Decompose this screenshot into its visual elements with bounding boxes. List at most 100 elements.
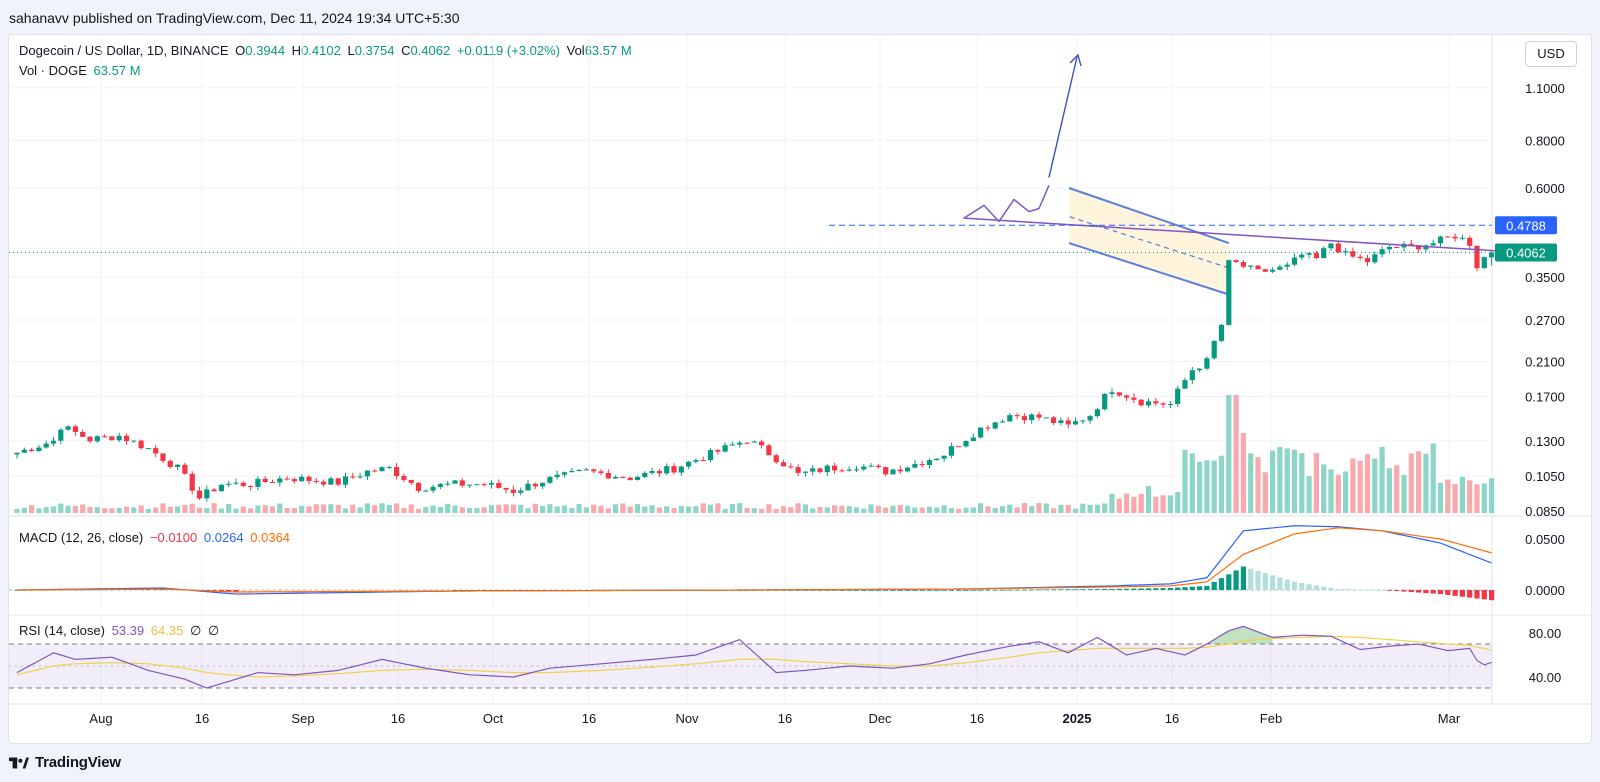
volume-bar bbox=[970, 507, 976, 513]
macd-hist-bar bbox=[1226, 574, 1232, 590]
candle-body bbox=[656, 471, 662, 474]
chart-frame[interactable]: USD Dogecoin / US Dollar, 1D, BINANCE O0… bbox=[8, 34, 1592, 744]
candle-body bbox=[700, 460, 706, 462]
candle-body bbox=[1408, 243, 1414, 246]
macd-hist-bar bbox=[1372, 589, 1378, 591]
macd-hist-bar bbox=[1145, 588, 1152, 590]
volume-bar bbox=[131, 507, 137, 513]
candle-body bbox=[131, 440, 137, 442]
volume-bar bbox=[29, 505, 35, 513]
macd-hist-bar bbox=[291, 590, 297, 592]
volume-bar bbox=[518, 504, 524, 513]
volume-bar bbox=[1036, 503, 1042, 513]
volume-bar bbox=[1270, 450, 1276, 513]
candle-body bbox=[963, 441, 969, 447]
candle-body bbox=[1467, 237, 1473, 246]
candle-body bbox=[467, 484, 473, 486]
candle-body bbox=[525, 483, 531, 491]
volume-bar bbox=[1401, 475, 1407, 513]
volume-bar bbox=[919, 507, 925, 513]
candle-body bbox=[642, 472, 648, 477]
volume-bar bbox=[1445, 479, 1451, 513]
volume-bar bbox=[905, 505, 911, 513]
volume-bar bbox=[175, 506, 181, 513]
volume-bar bbox=[21, 507, 27, 513]
rsi-null-1: ∅ bbox=[189, 623, 202, 638]
candle-body bbox=[788, 466, 794, 468]
candle-body bbox=[1248, 265, 1254, 267]
macd-hist-bar bbox=[926, 590, 933, 591]
candle-body bbox=[1299, 254, 1305, 258]
candle-body bbox=[1036, 414, 1042, 418]
candle-body bbox=[970, 437, 976, 442]
candle-body bbox=[766, 445, 772, 456]
macd-hist-bar bbox=[1021, 589, 1027, 591]
volume-bar bbox=[759, 508, 765, 513]
candle-body bbox=[1430, 243, 1436, 246]
macd-hist-bar bbox=[1437, 590, 1444, 595]
volume-bar bbox=[372, 505, 378, 513]
volume-bar bbox=[1218, 455, 1225, 513]
volume-bar bbox=[510, 504, 516, 513]
macd-hist-bar bbox=[1408, 590, 1414, 593]
candle-body bbox=[510, 489, 516, 493]
volume-bar bbox=[591, 504, 597, 513]
candle-body bbox=[87, 436, 93, 442]
volume-bar bbox=[335, 504, 341, 513]
macd-hist-bar bbox=[1445, 590, 1451, 595]
tradingview-logo[interactable]: TradingView bbox=[9, 754, 121, 771]
macd-hist-bar bbox=[1364, 589, 1371, 591]
symbol-name[interactable]: Dogecoin / US Dollar, 1D, BINANCE bbox=[19, 43, 229, 58]
volume-bar bbox=[613, 504, 619, 513]
volume-bar bbox=[561, 505, 568, 513]
rsi-line bbox=[16, 625, 1492, 689]
candle-body bbox=[415, 482, 422, 491]
candle-body bbox=[1087, 416, 1093, 421]
candle-body bbox=[518, 490, 524, 493]
volume-bar bbox=[897, 504, 903, 513]
candle-body bbox=[394, 467, 400, 476]
volume-bar bbox=[875, 506, 881, 513]
volume-bar bbox=[678, 506, 684, 513]
candle-body bbox=[50, 440, 57, 444]
volume-bar bbox=[1007, 504, 1013, 513]
volume-bar bbox=[328, 504, 334, 513]
volume-bar bbox=[474, 508, 480, 513]
macd-label[interactable]: MACD (12, 26, close) bbox=[19, 530, 144, 545]
y-tick-label: 0.3500 bbox=[1525, 270, 1565, 285]
volume-bar bbox=[109, 508, 115, 513]
chart-canvas[interactable]: Aug 16 Sep 16 Oct 16 Nov 16 Dec 16 2025 16 Feb Mar 1.1… bbox=[9, 35, 1592, 744]
macd-hist-bar bbox=[897, 590, 903, 591]
candle-body bbox=[430, 486, 436, 491]
volume-label[interactable]: Vol · DOGE bbox=[19, 63, 87, 78]
candle-body bbox=[277, 478, 283, 483]
volume-bar bbox=[1043, 503, 1049, 513]
macd-hist-bar bbox=[912, 590, 918, 591]
volume-bar bbox=[262, 505, 268, 513]
volume-bar bbox=[1372, 458, 1378, 513]
macd-hist-bar bbox=[810, 590, 816, 591]
candle-body bbox=[379, 467, 385, 472]
volume-bar bbox=[342, 508, 349, 513]
volume-bar bbox=[379, 503, 385, 513]
rsi-legend: RSI (14, close) 53.39 64.35 ∅ ∅ bbox=[19, 623, 222, 639]
macd-hist-bar bbox=[1313, 585, 1319, 590]
x-tick-label: 16 bbox=[1165, 711, 1179, 726]
candle-body bbox=[481, 484, 487, 486]
rsi-label[interactable]: RSI (14, close) bbox=[19, 623, 105, 638]
volume-bar bbox=[211, 503, 217, 513]
candle-body bbox=[65, 426, 71, 430]
macd-hist-bar bbox=[934, 590, 940, 591]
candle-body bbox=[116, 435, 122, 441]
volume-bar bbox=[269, 506, 276, 513]
candle-body bbox=[1211, 340, 1217, 359]
macd-hist-bar bbox=[1321, 586, 1327, 590]
candle-body bbox=[613, 477, 619, 479]
volume-bar bbox=[1313, 453, 1319, 513]
candle-body bbox=[1204, 358, 1210, 369]
channel-upper-line bbox=[1068, 187, 1230, 245]
volume-bar bbox=[277, 503, 283, 513]
currency-button[interactable]: USD bbox=[1525, 41, 1577, 67]
volume-bar bbox=[291, 507, 297, 513]
volume-bar bbox=[1051, 508, 1057, 513]
